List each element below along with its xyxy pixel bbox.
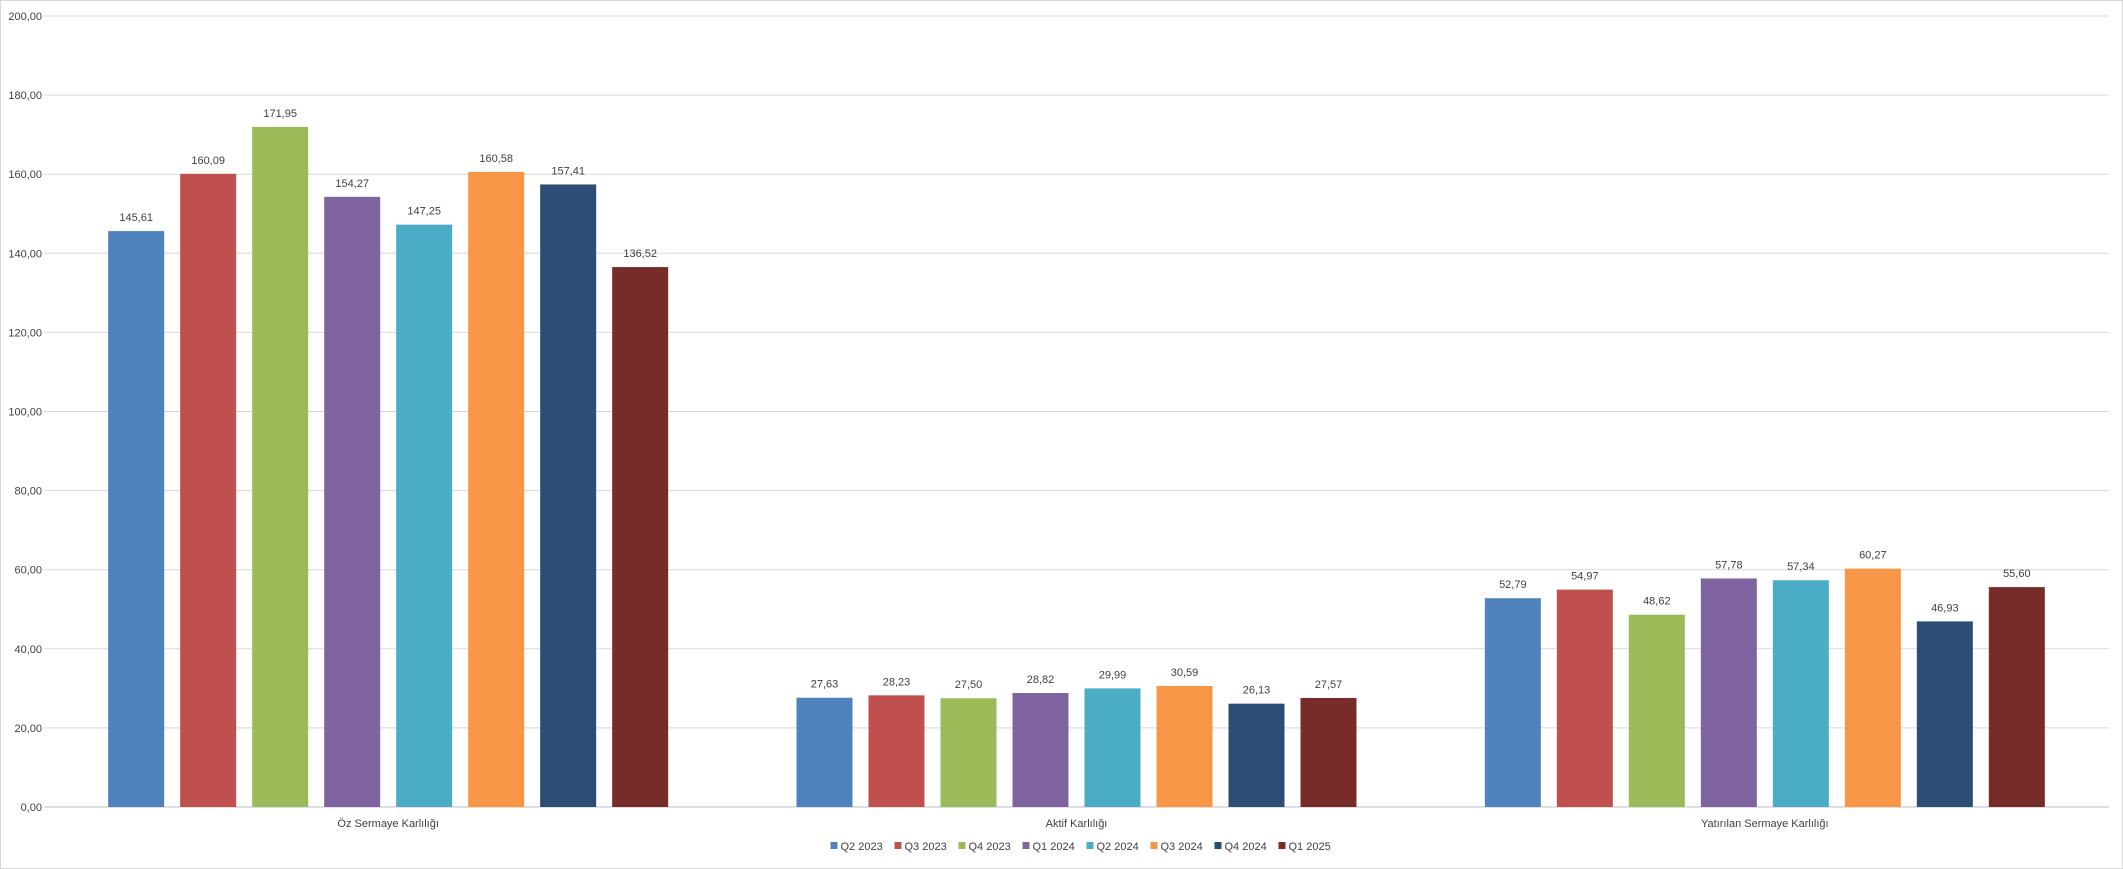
data-label: 28,23 — [883, 676, 911, 688]
y-tick-label: 200,00 — [8, 11, 42, 23]
y-tick-label: 140,00 — [8, 248, 42, 260]
data-label: 60,27 — [1859, 550, 1887, 562]
data-label: 157,41 — [551, 165, 585, 177]
data-label: 54,97 — [1571, 571, 1599, 583]
bar — [1988, 587, 2045, 807]
data-label: 145,61 — [119, 212, 153, 224]
gridlines — [44, 15, 2109, 808]
bar — [1700, 578, 1757, 807]
y-tick-label: 40,00 — [14, 644, 42, 656]
legend-swatch — [894, 842, 902, 849]
data-label: 27,57 — [1315, 679, 1343, 691]
y-axis: 0,00 20,00 40,00 60,00 80,00 100,00 120,00 140,… — [8, 11, 42, 814]
bar — [940, 698, 997, 807]
bar — [1484, 598, 1541, 807]
bar — [1916, 621, 1973, 807]
data-label: 27,50 — [955, 679, 983, 691]
data-label: 30,59 — [1171, 667, 1199, 679]
bars — [108, 126, 2045, 808]
y-tick-label: 160,00 — [8, 169, 42, 181]
bar — [180, 173, 237, 807]
legend: Q2 2023 Q3 2023 Q4 2023 Q1 2024 Q2 2024 Q3 20… — [830, 841, 1331, 853]
bar — [1556, 589, 1613, 807]
legend-label: Q4 2024 — [1225, 841, 1267, 853]
y-tick-label: 0,00 — [21, 802, 42, 814]
y-tick-label: 80,00 — [14, 486, 42, 498]
bar — [1300, 697, 1357, 807]
legend-label: Q2 2024 — [1097, 841, 1139, 853]
x-tick-label: Yatırılan Sermaye Karlılığı — [1701, 818, 1829, 830]
data-label: 55,60 — [2003, 568, 2031, 580]
data-label: 171,95 — [263, 108, 297, 120]
legend-swatch — [1278, 842, 1286, 849]
legend-swatch — [1214, 842, 1222, 849]
legend-swatch — [1150, 842, 1158, 849]
data-label: 52,79 — [1499, 579, 1527, 591]
bar — [1772, 580, 1829, 807]
y-tick-label: 100,00 — [8, 407, 42, 419]
legend-label: Q3 2024 — [1161, 841, 1203, 853]
data-label: 57,78 — [1715, 559, 1743, 571]
bar — [324, 196, 381, 807]
data-label: 48,62 — [1643, 596, 1671, 608]
bar — [468, 171, 525, 807]
data-label: 136,52 — [623, 248, 657, 260]
y-tick-label: 60,00 — [14, 565, 42, 577]
bar — [252, 126, 309, 808]
data-label: 27,63 — [811, 679, 839, 691]
legend-label: Q1 2025 — [1289, 841, 1331, 853]
bar — [396, 224, 453, 808]
legend-label: Q3 2023 — [905, 841, 947, 853]
legend-label: Q1 2024 — [1033, 841, 1075, 853]
data-label: 46,93 — [1931, 602, 1959, 614]
legend-label: Q4 2023 — [969, 841, 1011, 853]
bar — [1156, 686, 1213, 807]
y-tick-label: 20,00 — [14, 723, 42, 735]
data-label: 147,25 — [407, 206, 441, 218]
data-labels: 145,61 160,09 171,95 154,27 147,25 160,58 157,… — [119, 108, 2030, 697]
data-label: 160,58 — [479, 153, 513, 165]
legend-swatch — [958, 842, 966, 849]
bar — [540, 184, 597, 807]
bar — [868, 695, 925, 807]
bar — [1228, 703, 1285, 807]
x-tick-label: Öz Sermaye Karlılığı — [337, 818, 438, 830]
legend-swatch — [830, 842, 838, 849]
bar — [1844, 568, 1901, 807]
legend-label: Q2 2023 — [841, 841, 883, 853]
bar — [1084, 688, 1141, 807]
data-label: 28,82 — [1027, 674, 1055, 686]
y-tick-label: 180,00 — [8, 90, 42, 102]
bar — [796, 697, 853, 807]
legend-swatch — [1086, 842, 1094, 849]
bar — [612, 267, 669, 808]
x-tick-label: Aktif Karlılığı — [1046, 818, 1108, 830]
bar — [108, 231, 165, 808]
data-label: 29,99 — [1099, 669, 1127, 681]
legend-swatch — [1022, 842, 1030, 849]
bar — [1012, 693, 1069, 807]
data-label: 160,09 — [191, 155, 225, 167]
data-label: 26,13 — [1243, 685, 1271, 697]
y-tick-label: 120,00 — [8, 327, 42, 339]
bar — [1628, 614, 1685, 807]
data-label: 154,27 — [335, 178, 369, 190]
x-axis: Öz Sermaye Karlılığı Aktif Karlılığı Yatır… — [337, 818, 1828, 830]
data-label: 57,34 — [1787, 561, 1815, 573]
